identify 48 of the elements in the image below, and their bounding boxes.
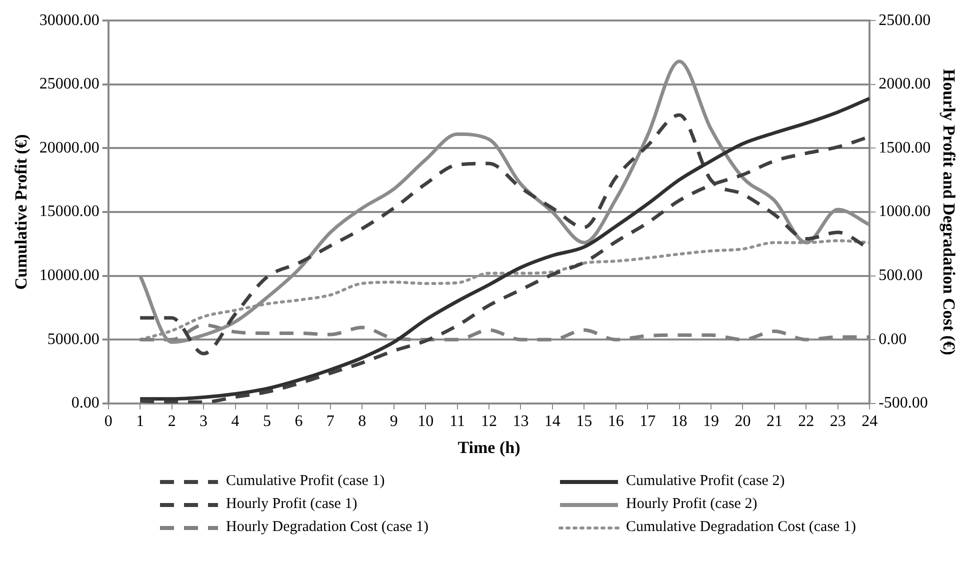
legend-label: Hourly Profit (case 1) (226, 496, 358, 513)
x-tick-label: 2 (168, 413, 176, 430)
legend-label: Cumulative Profit (case 1) (226, 473, 385, 490)
y2-tick-label: 500.00 (878, 267, 923, 284)
x-tick-label: 13 (512, 413, 529, 430)
x-tick-label: 19 (703, 413, 720, 430)
x-tick-label: 21 (766, 413, 782, 430)
x-tick-label: 17 (640, 413, 656, 430)
y-tick-label: 30000.00 (39, 12, 100, 29)
y2-axis-title: Hourly Profit and Degradation Cost (€) (939, 68, 958, 356)
x-axis-title: Time (h) (458, 438, 520, 458)
y2-tick-label: 0.00 (878, 330, 907, 348)
y2-tick-label: 1500.00 (878, 139, 931, 156)
y2-tick-label: -500.00 (878, 394, 928, 412)
y-tick-label: 20000.00 (39, 139, 100, 156)
x-tick-label: 15 (576, 413, 592, 430)
x-tick-label: 20 (734, 413, 751, 430)
x-tick-label: 3 (200, 413, 208, 430)
legend-label: Hourly Profit (case 2) (626, 496, 758, 513)
y-tick-label: 0.00 (71, 394, 100, 412)
y-tick-label: 5000.00 (47, 330, 100, 348)
x-tick-label: 0 (104, 413, 112, 430)
x-tick-label: 11 (450, 413, 465, 430)
legend-label: Cumulative Profit (case 2) (626, 473, 785, 490)
x-tick-label: 4 (231, 413, 240, 430)
x-tick-label: 6 (294, 413, 303, 430)
x-tick-label: 12 (481, 413, 497, 430)
x-tick-label: 22 (798, 413, 814, 430)
x-tick-label: 8 (358, 413, 366, 430)
x-tick-label: 18 (671, 413, 688, 430)
y-tick-label: 25000.00 (39, 76, 100, 93)
x-tick-label: 7 (326, 413, 334, 430)
y2-tick-label: 2000.00 (878, 76, 931, 93)
x-tick-label: 24 (862, 413, 878, 430)
y-axis-title: Cumulative Profit (€) (12, 134, 31, 290)
x-tick-label: 1 (136, 413, 144, 430)
x-tick-label: 16 (608, 413, 624, 430)
x-tick-label: 14 (544, 413, 560, 430)
x-tick-label: 23 (830, 413, 846, 430)
x-tick-label: 10 (418, 413, 434, 430)
y-tick-label: 15000.00 (39, 203, 100, 220)
legend-label: Cumulative Degradation Cost (case 1) (626, 519, 856, 536)
legend-label: Hourly Degradation Cost (case 1) (226, 519, 428, 536)
x-tick-label: 5 (262, 413, 271, 430)
y2-tick-label: 2500.00 (878, 12, 931, 29)
y-tick-label: 10000.00 (39, 267, 100, 284)
x-tick-label: 9 (390, 413, 398, 430)
y2-tick-label: 1000.00 (878, 203, 931, 220)
